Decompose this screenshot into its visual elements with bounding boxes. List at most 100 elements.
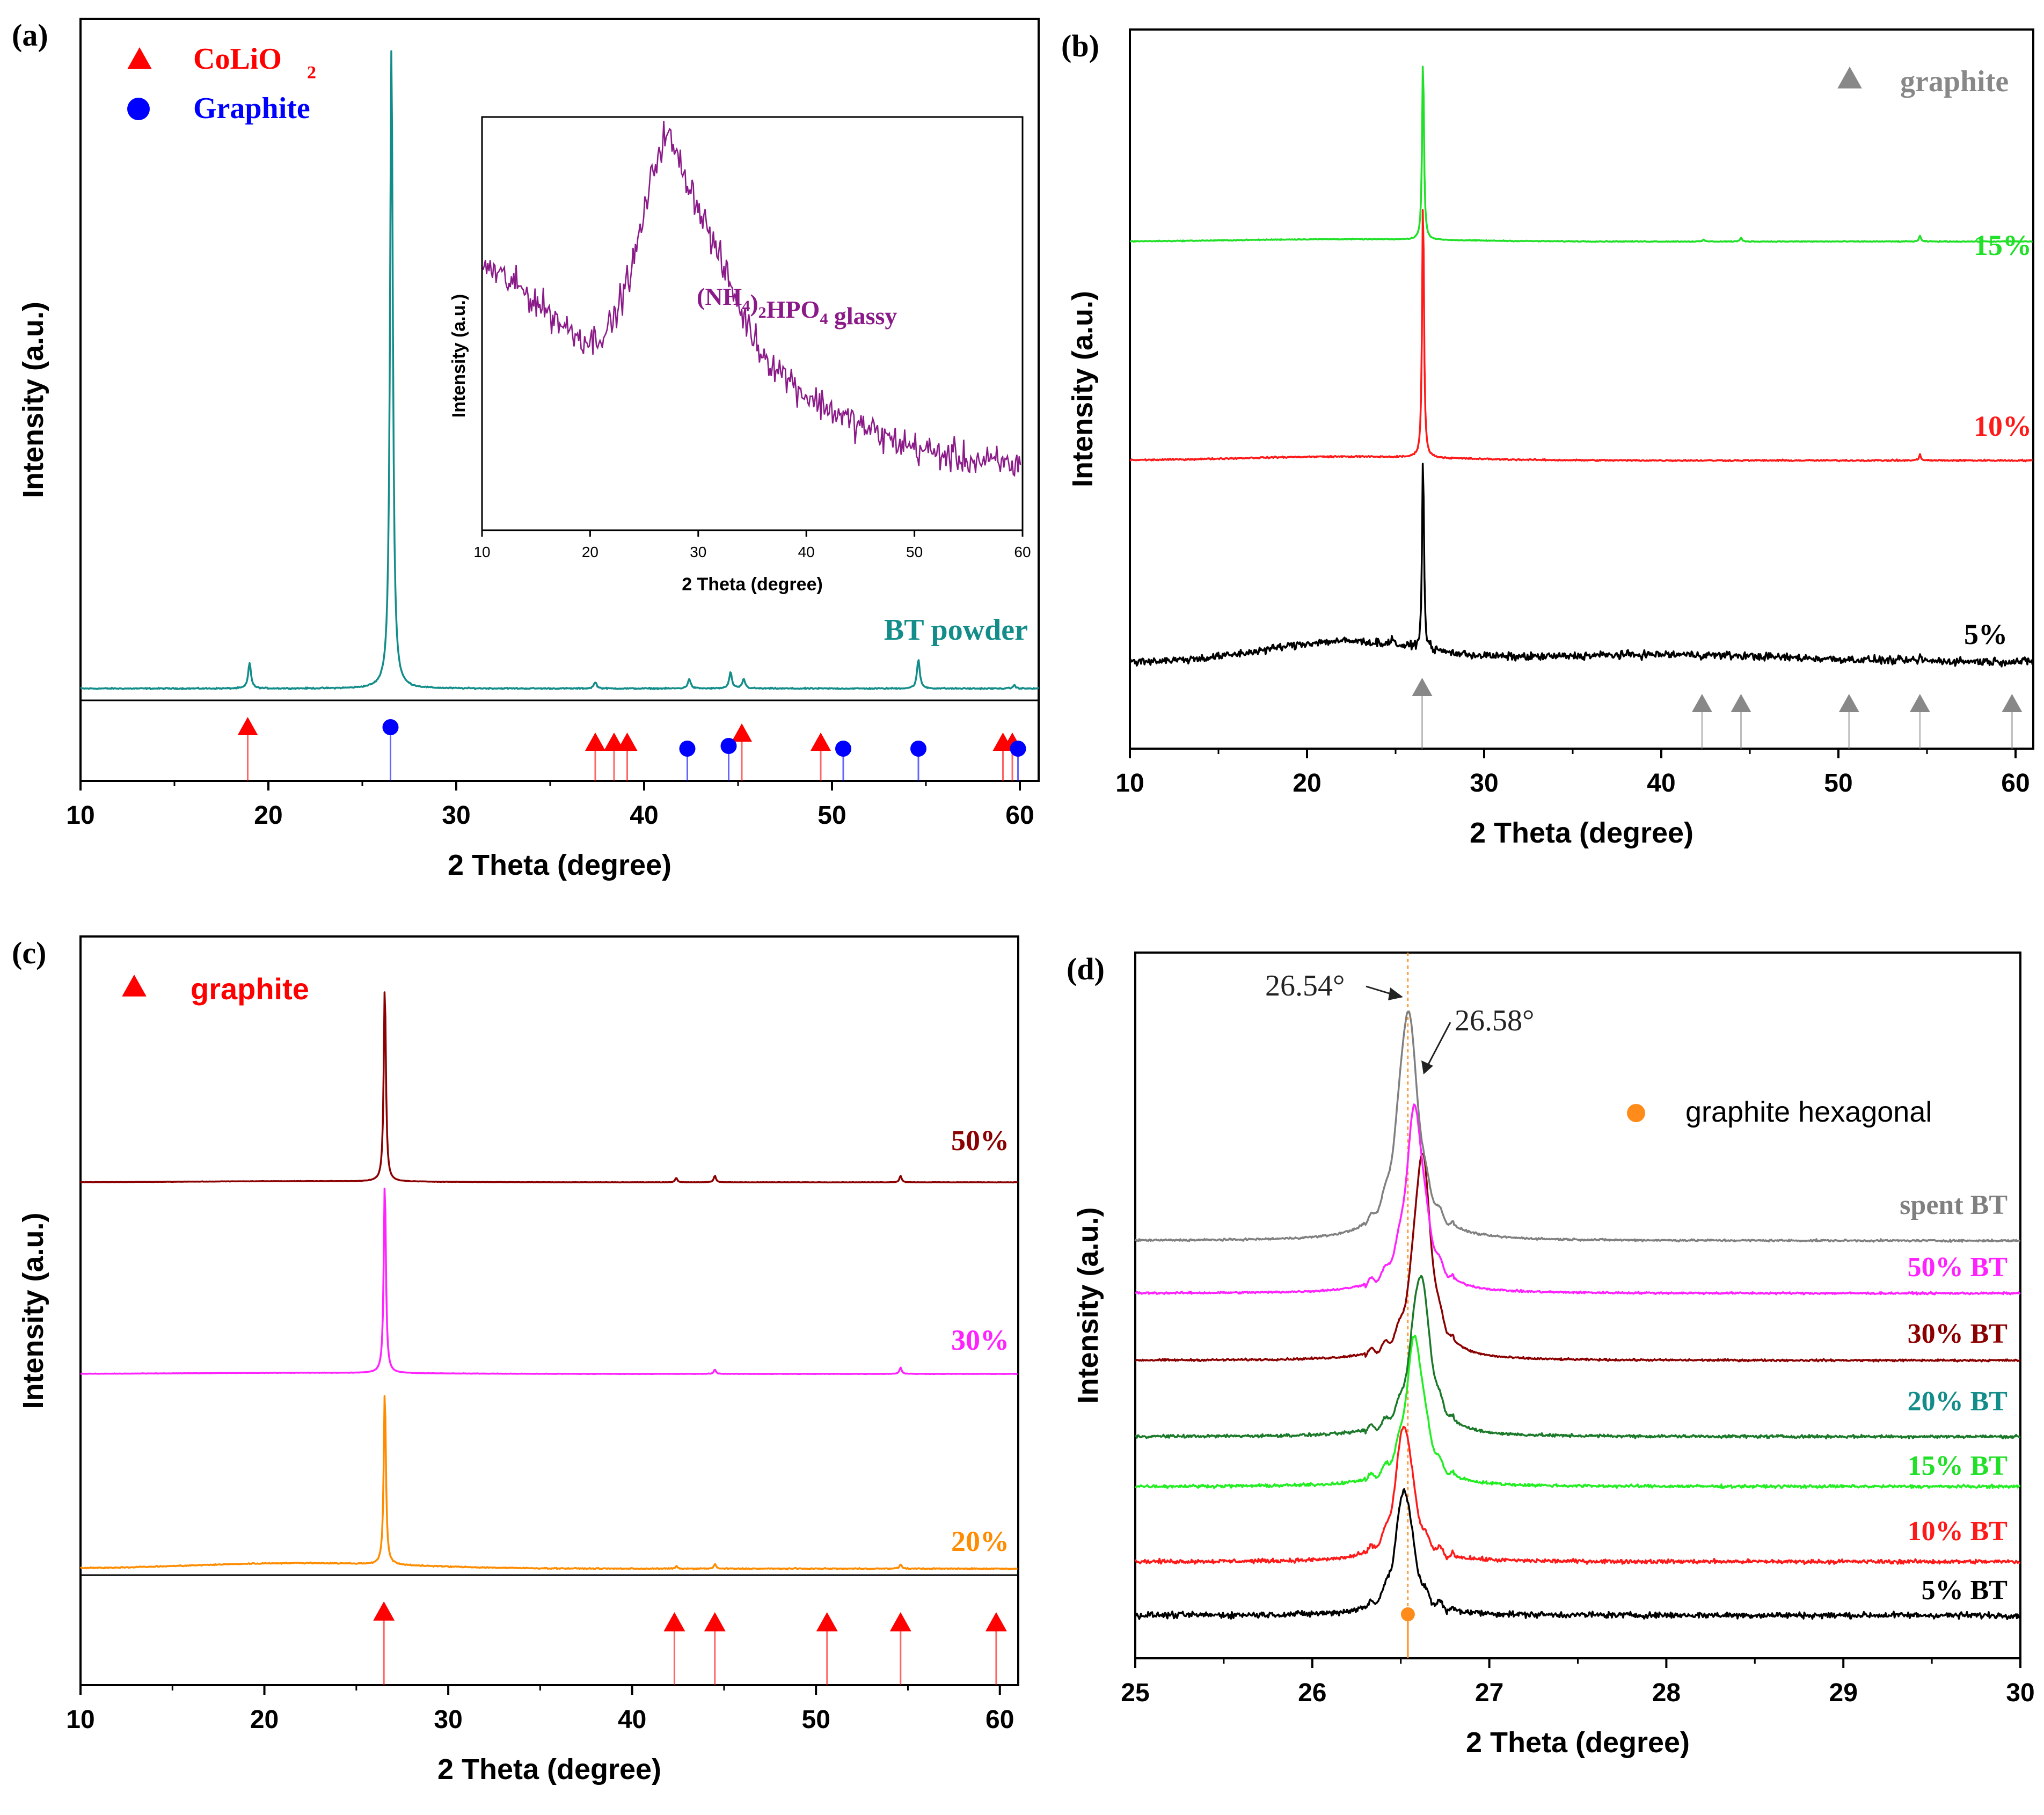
series-label: 50% BT — [1908, 1252, 2008, 1283]
label-subscript: 4 — [742, 297, 750, 315]
inset-x-axis-title: 2 Theta (degree) — [682, 574, 823, 595]
inset-y-axis-title: Intensity (a.u.) — [449, 294, 469, 418]
graphite-marker — [720, 738, 737, 754]
x-tick-label: 60 — [2001, 769, 2030, 797]
graphite-marker — [835, 741, 851, 757]
label-subscript: 2 — [758, 304, 766, 321]
panel-label: (b) — [1061, 28, 1099, 63]
coliO2-marker — [604, 733, 624, 751]
panel-a: 10 20 30 40 50 60 2 Theta (degree) Intensity (a… — [12, 18, 1040, 881]
legend-circle-marker — [127, 98, 150, 120]
series-line — [80, 991, 1018, 1184]
panel-c: 10 20 30 40 50 60 2 Theta (degree) Intensity (a… — [12, 935, 1019, 1785]
series-label: 10% BT — [1908, 1516, 2008, 1547]
x-tick-label: 40 — [630, 801, 658, 830]
legend-triangle-marker — [1837, 67, 1862, 89]
y-axis-title: Intensity (a.u.) — [17, 302, 49, 498]
series-label-bt-powder: BT powder — [884, 613, 1028, 647]
series-label-15: 15% — [1974, 229, 2032, 261]
series-label-50: 50% — [951, 1124, 1009, 1157]
graphite-marker — [889, 1612, 911, 1631]
x-tick-label: 10 — [66, 1706, 94, 1734]
plot-frame — [1134, 952, 2021, 1659]
legend-graphite: graphite — [191, 972, 309, 1006]
series-line — [1134, 1275, 2021, 1440]
series-line — [1135, 1153, 2021, 1363]
annotation-26-54: 26.54° — [1265, 969, 1345, 1002]
series-line — [1135, 1103, 2021, 1296]
coliO2-marker — [732, 723, 752, 742]
graphite-marker — [1838, 694, 1859, 712]
y-axis-title: Intensity (a.u.) — [1072, 1207, 1104, 1403]
inset-x-tick-label: 30 — [690, 544, 706, 560]
graphite-marker — [704, 1612, 726, 1631]
label-text: ) — [750, 289, 758, 317]
graphite-marker — [1731, 694, 1751, 712]
legend-circle-marker — [1627, 1104, 1645, 1122]
x-axis-title: 2 Theta (degree) — [437, 1753, 661, 1785]
inset-x-tick-label: 10 — [473, 544, 490, 560]
x-tick-label: 10 — [1115, 769, 1144, 797]
x-tick-label: 30 — [2006, 1679, 2034, 1707]
graphite-marker — [1010, 741, 1026, 757]
series-label-5: 5% — [1964, 618, 2008, 650]
series-line — [1134, 1335, 2021, 1489]
coliO2-marker — [585, 733, 605, 751]
legend-graphite: Graphite — [193, 92, 310, 125]
x-tick-label: 40 — [618, 1706, 646, 1734]
x-axis-title: 2 Theta (degree) — [448, 849, 671, 881]
inset: 10 20 30 40 50 60 2 Theta (degree) Intensity (a… — [449, 116, 1031, 595]
series-label-20: 20% — [951, 1525, 1009, 1557]
series-label: 30% BT — [1908, 1319, 2008, 1349]
x-tick-label: 29 — [1829, 1679, 1858, 1707]
x-axis-title: 2 Theta (degree) — [1466, 1726, 1690, 1759]
series-label: spent BT — [1900, 1190, 2008, 1220]
series-line — [1134, 1488, 2021, 1620]
series-line — [79, 1395, 1018, 1571]
inset-x-tick-label: 20 — [582, 544, 598, 560]
label-text: HPO — [766, 296, 820, 323]
x-tick-label: 60 — [986, 1706, 1014, 1734]
plot-frame — [79, 935, 1019, 1686]
series-line — [1129, 65, 2033, 243]
annotation-arrowhead — [1421, 1060, 1433, 1074]
x-tick-label: 40 — [1647, 769, 1675, 797]
label-text: (NH — [697, 283, 742, 310]
label-subscript: 4 — [820, 310, 828, 328]
inset-x-tick-label: 40 — [798, 544, 815, 560]
coliO2-marker — [617, 733, 638, 751]
plot-frame — [1129, 28, 2034, 750]
x-tick-label: 50 — [1824, 769, 1852, 797]
series-line — [80, 1187, 1018, 1375]
x-tick-label: 30 — [442, 801, 470, 830]
annotation-26-58: 26.58° — [1455, 1004, 1534, 1037]
legend-graphite-hexagonal: graphite hexagonal — [1685, 1096, 1932, 1128]
label-text: glassy — [828, 302, 897, 330]
series-line — [1134, 1010, 2021, 1243]
x-tick-label: 25 — [1121, 1679, 1149, 1707]
graphite-marker — [679, 741, 696, 757]
panel-label: (d) — [1067, 952, 1105, 986]
series-line — [1134, 1425, 2021, 1565]
graphite-marker — [910, 741, 926, 757]
x-tick-label: 28 — [1652, 1679, 1681, 1707]
graphite-marker — [985, 1612, 1007, 1631]
x-tick-label: 20 — [250, 1706, 279, 1734]
annotation-arrow — [1427, 1022, 1451, 1066]
graphite-marker — [663, 1612, 685, 1631]
graphite-marker — [2002, 694, 2023, 712]
panel-d: 25 26 27 28 29 30 2 Theta (degree) Intensity (a… — [1067, 952, 2035, 1759]
panel-label: (a) — [12, 18, 48, 53]
x-tick-label: 50 — [802, 1706, 830, 1734]
legend-coliO2-subscript: 2 — [307, 63, 316, 83]
x-axis-title: 2 Theta (degree) — [1470, 817, 1693, 849]
y-axis-title: Intensity (a.u.) — [1067, 291, 1099, 487]
y-axis-title: Intensity (a.u.) — [17, 1212, 49, 1409]
inset-frame — [481, 116, 1024, 531]
panel-label: (c) — [12, 935, 46, 970]
legend-triangle-marker — [127, 47, 152, 69]
coliO2-marker — [811, 733, 831, 751]
inset-x-tick-label: 60 — [1014, 544, 1031, 560]
annotation-arrowhead — [1388, 987, 1403, 1000]
series-label: 5% BT — [1922, 1575, 2008, 1606]
